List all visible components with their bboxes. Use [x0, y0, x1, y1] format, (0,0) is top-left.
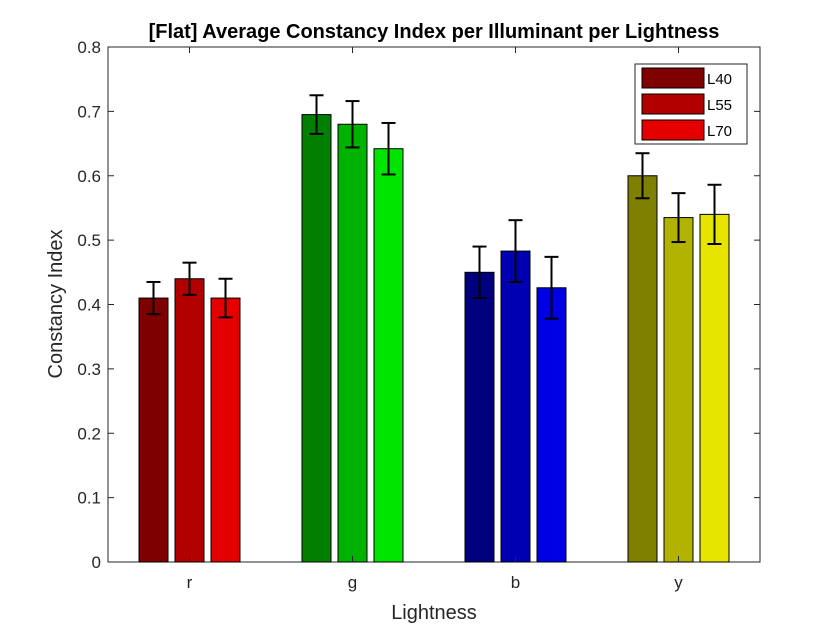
y-tick-label: 0.8 [77, 38, 101, 57]
error-bar-g-L40 [309, 94, 324, 135]
bar-g-L40 [301, 114, 332, 563]
error-bar-r-L40 [146, 280, 161, 316]
x-tick-label: y [674, 573, 683, 592]
error-bar-y-L70 [707, 183, 722, 245]
legend-label-L40: L40 [707, 71, 732, 88]
bar-g-L70 [373, 148, 404, 563]
y-axis-label: Constancy Index [45, 230, 67, 379]
legend-swatch-L55 [641, 93, 705, 115]
x-tick-label: b [511, 573, 520, 592]
bar-r-L70 [210, 297, 241, 563]
error-bar-b-L55 [508, 219, 523, 283]
error-bar-r-L70 [218, 277, 233, 319]
legend-swatch-L70 [641, 119, 705, 141]
y-tick-label: 0.5 [77, 231, 101, 250]
y-tick-label: 0.3 [77, 360, 101, 379]
error-bar-y-L55 [671, 192, 686, 244]
bar-b-L40 [464, 271, 495, 563]
bar-r-L40 [138, 297, 169, 563]
chart-title: [Flat] Average Constancy Index per Illum… [149, 21, 720, 43]
bar-y-L55 [663, 217, 694, 563]
legend-label-L55: L55 [707, 97, 732, 114]
error-bar-r-L55 [182, 261, 197, 296]
y-tick-label: 0.4 [77, 296, 101, 315]
error-bar-b-L40 [472, 245, 487, 300]
bar-y-L40 [627, 175, 658, 563]
bars-layer [138, 114, 730, 563]
x-axis-label: Lightness [391, 602, 477, 624]
bar-r-L55 [174, 278, 205, 563]
x-tick-label: r [187, 573, 193, 592]
y-tick-label: 0.2 [77, 424, 101, 443]
y-tick-label: 0.1 [77, 489, 101, 508]
axes-layer: r g b y 0 0.1 0.2 0.3 0.4 0.5 0.6 0.7 0.8 [77, 38, 760, 592]
y-tick-label: 0 [92, 553, 101, 572]
x-tick-label: g [348, 573, 357, 592]
error-bar-g-L70 [381, 121, 396, 176]
bar-b-L55 [500, 250, 531, 563]
bar-y-L70 [699, 213, 730, 563]
legend-swatch-L40 [641, 67, 705, 89]
error-bar-b-L70 [544, 255, 559, 320]
legend-label-L70: L70 [707, 123, 732, 140]
error-bar-g-L55 [345, 100, 360, 149]
error-bar-y-L40 [635, 152, 650, 200]
bar-g-L55 [337, 123, 368, 563]
bar-b-L70 [536, 287, 567, 563]
error-bars-layer [146, 94, 722, 320]
y-tick-label: 0.6 [77, 167, 101, 186]
legend: L40 L55 L70 [634, 63, 748, 145]
y-tick-label: 0.7 [77, 102, 101, 121]
